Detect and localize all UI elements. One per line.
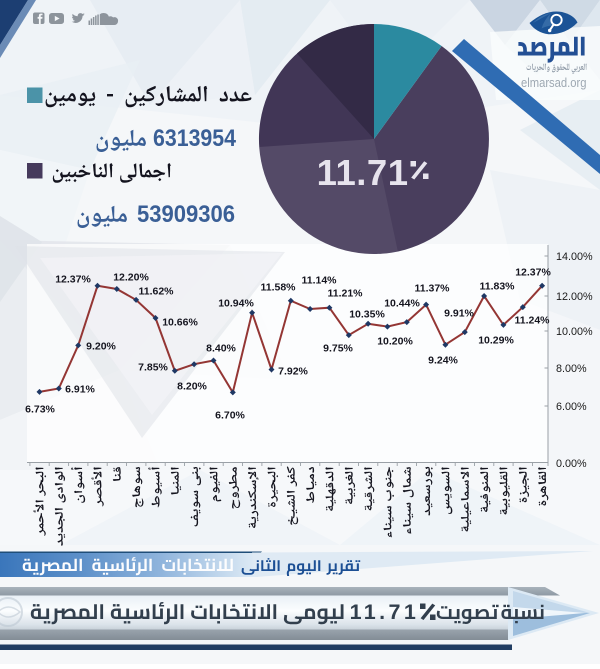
svg-text:6.73%: 6.73% [25, 404, 55, 416]
svg-text:12.37%: 12.37% [55, 274, 91, 286]
svg-text:11.24%: 11.24% [514, 315, 550, 327]
svg-text:8.00%: 8.00% [556, 363, 587, 375]
svg-text:12.20%: 12.20% [113, 272, 149, 284]
svg-text:7.85%: 7.85% [138, 362, 168, 374]
svg-text:9.24%: 9.24% [428, 355, 458, 367]
svg-text:12.37%: 12.37% [515, 267, 551, 279]
svg-text:9.75%: 9.75% [323, 343, 353, 355]
svg-text:10.44%: 10.44% [384, 298, 420, 310]
svg-text:12.00%: 12.00% [556, 291, 593, 303]
svg-text:10.00%: 10.00% [556, 326, 593, 338]
svg-text:53909306: 53909306 [137, 201, 235, 228]
svg-text:11.83%: 11.83% [479, 281, 515, 293]
svg-text:0.00%: 0.00% [556, 458, 587, 470]
svg-text:11.71: 11.71 [350, 600, 420, 624]
svg-text:11.21%: 11.21% [327, 288, 363, 300]
svg-text:11.71: 11.71 [317, 152, 409, 193]
svg-text:9.91%: 9.91% [444, 308, 474, 320]
svg-text:7.92%: 7.92% [278, 366, 308, 378]
svg-text:9.20%: 9.20% [86, 341, 116, 353]
svg-text:8.40%: 8.40% [206, 343, 236, 355]
svg-text:6.70%: 6.70% [215, 410, 245, 422]
svg-text:10.20%: 10.20% [377, 336, 413, 348]
svg-text:10.35%: 10.35% [349, 309, 385, 321]
svg-text:11.14%: 11.14% [301, 275, 337, 287]
svg-text:10.94%: 10.94% [218, 298, 254, 310]
svg-text:11.58%: 11.58% [260, 282, 296, 294]
svg-text:10.66%: 10.66% [162, 317, 198, 329]
svg-text:6313954: 6313954 [153, 125, 237, 152]
svg-text:elmarsad.org: elmarsad.org [521, 75, 587, 90]
svg-text:8.20%: 8.20% [177, 381, 207, 393]
svg-text:14.00%: 14.00% [556, 251, 593, 263]
svg-text:10.29%: 10.29% [478, 335, 514, 347]
svg-text:6.00%: 6.00% [556, 401, 587, 413]
svg-text:11.37%: 11.37% [414, 283, 450, 295]
svg-text:6.91%: 6.91% [65, 384, 95, 396]
svg-text:11.62%: 11.62% [138, 286, 174, 298]
